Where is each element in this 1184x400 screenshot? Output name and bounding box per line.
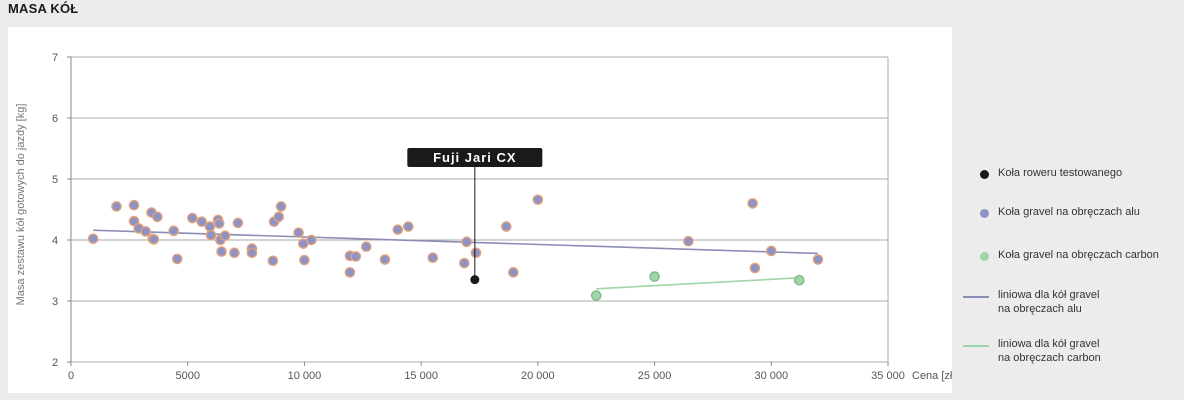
gridlines <box>71 56 888 363</box>
x-tick-label: 0 <box>68 370 74 382</box>
point-alu <box>232 217 244 229</box>
legend-item: Koła gravel na obręczach alu <box>952 205 1184 245</box>
point-alu <box>379 254 391 265</box>
point-alu <box>87 233 99 245</box>
trendline-alu <box>93 229 818 255</box>
legend-line-marker <box>963 296 989 298</box>
legend-label-line: na obręczach carbon <box>998 352 1101 364</box>
point-alu <box>459 257 470 269</box>
legend-item: liniowa dla kół gravel na obręczach carbo… <box>952 337 1184 377</box>
legend-line-marker <box>963 345 989 347</box>
point-alu <box>275 201 287 212</box>
point-alu <box>427 252 439 263</box>
point-carbon <box>590 290 602 301</box>
point-alu <box>213 218 225 229</box>
legend-dot-marker <box>980 170 989 179</box>
point-alu <box>229 247 240 259</box>
trendline-carbon <box>596 277 800 290</box>
y-tick-label: 6 <box>52 113 58 125</box>
point-alu <box>128 199 140 211</box>
legend-item: Koła roweru testowanego <box>952 166 1184 206</box>
data-points <box>87 194 824 301</box>
annotation-label: Fuji Jari CX <box>433 150 517 165</box>
point-alu <box>140 226 151 237</box>
point-alu <box>204 221 216 232</box>
point-carbon <box>649 271 660 282</box>
annotation: Fuji Jari CX <box>407 148 543 278</box>
legend-label: Koła roweru testowanego <box>998 166 1122 180</box>
y-axis-title: Masa zestawu kół gotowych do jazdy [kg] <box>15 104 27 306</box>
trendlines <box>93 229 818 290</box>
point-alu <box>196 216 208 227</box>
y-tick-label: 3 <box>52 296 58 308</box>
legend-label-line: liniowa dla kół gravel <box>998 338 1100 350</box>
point-alu <box>403 221 414 232</box>
point-alu <box>747 198 758 209</box>
point-alu <box>812 254 824 265</box>
x-tick-label: 30 000 <box>754 370 788 382</box>
x-tick-label: 15 000 <box>404 370 438 382</box>
legend-item: Koła gravel na obręczach carbon <box>952 248 1184 288</box>
point-alu <box>350 251 362 262</box>
axes <box>67 56 889 366</box>
legend-label-line: Koła gravel na obręczach alu <box>998 206 1140 218</box>
legend-dot-marker <box>980 209 989 218</box>
point-alu <box>205 229 217 241</box>
point-alu <box>187 212 198 224</box>
point-alu <box>532 194 544 206</box>
legend-label-line: Koła gravel na obręczach carbon <box>998 249 1159 261</box>
point-alu <box>299 254 310 266</box>
point-alu <box>128 215 140 227</box>
y-tick-label: 4 <box>52 235 58 247</box>
point-alu <box>246 247 258 259</box>
legend-label: Koła gravel na obręczach carbon <box>998 248 1159 262</box>
y-tick-label: 5 <box>52 174 58 186</box>
legend-label-line: na obręczach alu <box>998 303 1082 315</box>
point-alu <box>171 253 183 265</box>
point-alu <box>168 225 180 237</box>
point-alu <box>344 267 356 278</box>
annotation-box <box>407 148 543 167</box>
scatter-chart: Fuji Jari CX 2 3 4 5 6 7 0 5000 10 000 15 000 20 0… <box>15 52 955 382</box>
legend-label-line: liniowa dla kół gravel <box>998 289 1100 301</box>
point-alu <box>152 211 163 223</box>
point-alu <box>267 255 279 267</box>
point-alu <box>392 224 404 235</box>
point-alu <box>216 246 227 257</box>
x-axis-title: Cena [zł] <box>912 370 952 382</box>
x-tick-label: 25 000 <box>638 370 672 382</box>
legend-dot-marker <box>980 252 989 261</box>
legend-label: liniowa dla kół gravel na obręczach alu <box>998 288 1100 316</box>
legend-label-line: Koła roweru testowanego <box>998 167 1123 179</box>
x-tick-label: 5000 <box>175 370 199 382</box>
point-alu <box>273 211 285 223</box>
page-title: MASA KÓŁ <box>8 1 79 16</box>
legend-item: liniowa dla kół gravel na obręczach alu <box>952 288 1184 328</box>
point-alu <box>306 234 317 246</box>
x-tick-label: 35 000 <box>871 370 905 382</box>
point-alu <box>501 221 512 232</box>
x-tick-label: 10 000 <box>288 370 322 382</box>
point-alu <box>508 267 519 278</box>
axis-labels: 2 3 4 5 6 7 0 5000 10 000 15 000 20 000 25 000 30 00… <box>15 52 955 382</box>
point-alu <box>360 241 372 253</box>
point-alu <box>765 245 777 257</box>
point-alu <box>293 227 304 238</box>
point-alu <box>111 201 122 212</box>
point-alu <box>148 234 160 245</box>
point-alu <box>749 262 761 274</box>
y-tick-label: 2 <box>52 357 58 369</box>
point-alu <box>219 230 231 242</box>
x-tick-label: 20 000 <box>521 370 555 382</box>
y-tick-label: 7 <box>52 52 58 64</box>
point-alu <box>683 235 694 247</box>
point-alu <box>470 247 482 259</box>
legend-label: Koła gravel na obręczach alu <box>998 205 1140 219</box>
legend-label: liniowa dla kół gravel na obręczach carbo… <box>998 337 1101 365</box>
point-alu <box>461 236 472 248</box>
point-tested-bike <box>470 275 480 285</box>
point-carbon <box>793 274 805 286</box>
chart-panel: Fuji Jari CX 2 3 4 5 6 7 0 5000 10 000 15 000 20 0… <box>8 27 955 393</box>
legend: Koła roweru testowanego Koła gravel na ob… <box>952 140 1184 400</box>
